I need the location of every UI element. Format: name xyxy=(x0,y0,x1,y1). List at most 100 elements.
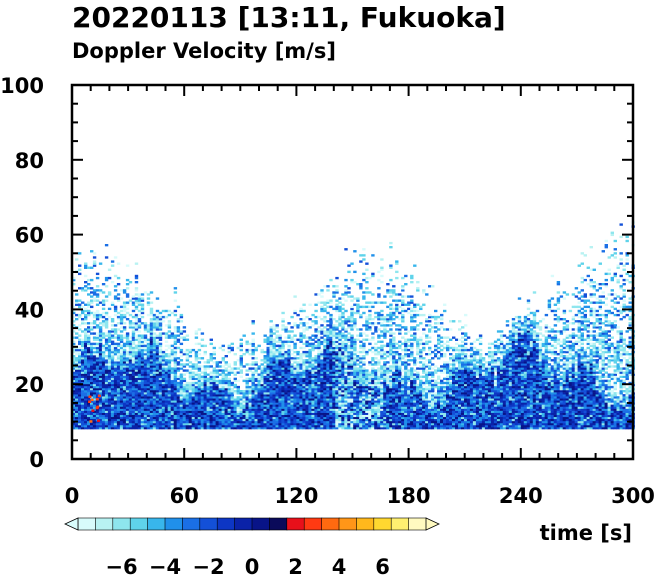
heatmap-cell xyxy=(78,425,82,428)
heatmap-cell xyxy=(254,398,258,401)
heatmap-cell xyxy=(149,408,154,411)
heatmap-cell xyxy=(320,390,324,393)
heatmap-cell xyxy=(167,324,172,327)
heatmap-cell xyxy=(182,353,187,356)
heatmap-cell xyxy=(314,303,318,306)
heatmap-cell xyxy=(170,350,175,354)
heatmap-cell xyxy=(98,361,103,364)
heatmap-cell xyxy=(164,315,169,319)
heatmap-cell xyxy=(251,361,255,364)
heatmap-cell xyxy=(302,330,306,333)
heatmap-cell xyxy=(92,373,97,376)
heatmap-cell xyxy=(233,412,237,415)
heatmap-cell xyxy=(164,365,169,368)
heatmap-cell xyxy=(272,377,276,381)
heatmap-cell xyxy=(155,313,160,317)
heatmap-cell xyxy=(284,367,288,370)
heatmap-cell xyxy=(278,416,282,420)
heatmap-cell xyxy=(272,363,276,366)
heatmap-cell xyxy=(218,406,222,409)
heatmap-cell xyxy=(362,369,366,372)
heatmap-cell xyxy=(146,342,151,346)
heatmap-cell xyxy=(275,375,279,378)
heatmap-cell xyxy=(359,285,363,288)
heatmap-cell xyxy=(362,272,366,276)
heatmap-cell xyxy=(275,355,279,358)
heatmap-cell xyxy=(101,420,106,424)
heatmap-cell xyxy=(260,385,264,389)
heatmap-cell xyxy=(311,334,315,337)
heatmap-cell xyxy=(140,336,145,339)
heatmap-cell xyxy=(380,324,384,327)
heatmap-cell xyxy=(164,340,169,343)
heatmap-cell xyxy=(179,408,184,411)
heatmap-cell xyxy=(78,268,82,271)
heatmap-cell xyxy=(206,365,210,368)
heatmap-cell xyxy=(81,348,85,352)
heatmap-cell xyxy=(155,320,160,323)
heatmap-cell xyxy=(200,408,205,411)
heatmap-cell xyxy=(81,359,85,362)
heatmap-cell xyxy=(299,412,303,415)
heatmap-cell xyxy=(188,400,193,403)
heatmap-cell xyxy=(269,348,273,352)
heatmap-cell xyxy=(323,357,327,360)
heatmap-cell xyxy=(134,385,139,389)
heatmap-cell xyxy=(347,400,351,403)
heatmap-cell xyxy=(215,408,219,411)
heatmap-cell xyxy=(72,381,76,385)
heatmap-cell xyxy=(227,346,231,350)
heatmap-cell xyxy=(140,392,145,395)
heatmap-cell xyxy=(104,404,109,407)
heatmap-cell xyxy=(326,369,330,372)
heatmap-cell xyxy=(107,361,112,364)
heatmap-cell xyxy=(338,394,342,397)
heatmap-cell xyxy=(350,402,354,405)
heatmap-cell xyxy=(90,359,94,362)
heatmap-cell xyxy=(332,293,336,296)
heatmap-cell xyxy=(194,427,199,430)
heatmap-cell xyxy=(377,390,381,393)
heatmap-cell xyxy=(368,394,372,397)
heatmap-cell xyxy=(152,336,157,339)
heatmap-cell xyxy=(389,381,393,385)
heatmap-cell xyxy=(125,408,130,411)
heatmap-cell xyxy=(179,396,184,399)
heatmap-cell xyxy=(170,408,175,411)
heatmap-cell xyxy=(72,311,76,315)
heatmap-cell xyxy=(293,410,297,413)
heatmap-cell xyxy=(152,346,157,350)
heatmap-cell xyxy=(284,422,288,426)
heatmap-cell xyxy=(92,390,97,393)
heatmap-cell xyxy=(266,416,270,420)
heatmap-cell xyxy=(374,330,378,333)
heatmap-cell xyxy=(338,404,342,407)
heatmap-cell xyxy=(344,353,348,356)
heatmap-cell xyxy=(326,410,330,413)
heatmap-cell xyxy=(320,355,324,358)
heatmap-cell xyxy=(92,412,97,415)
heatmap-cell xyxy=(320,350,324,354)
heatmap-cell xyxy=(119,385,124,389)
heatmap-cell xyxy=(164,371,169,374)
heatmap-cell xyxy=(332,371,336,374)
heatmap-cell xyxy=(107,390,112,393)
heatmap-cell xyxy=(164,383,169,387)
heatmap-cell xyxy=(140,334,145,337)
heatmap-cell xyxy=(188,369,193,372)
heatmap-cell xyxy=(305,418,309,422)
heatmap-cell xyxy=(152,408,157,411)
heatmap-cell xyxy=(332,379,336,383)
heatmap-cell xyxy=(224,404,228,407)
heatmap-cell xyxy=(263,377,267,381)
heatmap-cell xyxy=(206,383,210,387)
heatmap-cell xyxy=(275,336,279,339)
heatmap-cell xyxy=(380,266,384,269)
heatmap-cell xyxy=(90,377,94,381)
heatmap-cell xyxy=(227,385,231,389)
heatmap-cell xyxy=(287,396,291,399)
heatmap-cell xyxy=(167,320,172,323)
heatmap-cell xyxy=(365,425,369,428)
heatmap-cell xyxy=(179,392,184,395)
heatmap-cell xyxy=(233,427,237,430)
